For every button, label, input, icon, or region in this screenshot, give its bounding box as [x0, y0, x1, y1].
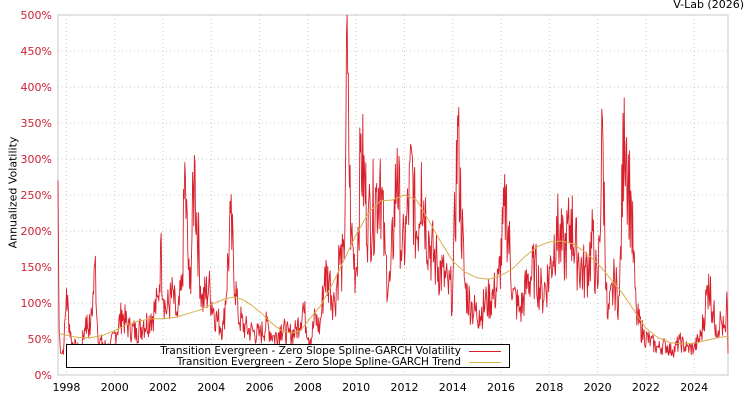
- y-tick-label: 400%: [21, 81, 52, 94]
- x-tick-label: 2024: [680, 381, 708, 394]
- trend-series-line: [57, 194, 729, 345]
- x-tick-label: 2022: [632, 381, 660, 394]
- chart-legend: Transition Evergreen - Zero Slope Spline…: [66, 344, 510, 368]
- y-tick-label: 50%: [28, 333, 52, 346]
- y-tick-label: 500%: [21, 9, 52, 22]
- x-axis-ticks: 1998 2000 2002 2004 2006 2008 2010 2012 2014 2016…: [52, 381, 708, 394]
- y-tick-label: 450%: [21, 45, 52, 58]
- y-tick-label: 300%: [21, 153, 52, 166]
- y-tick-label: 200%: [21, 225, 52, 238]
- y-tick-label: 350%: [21, 117, 52, 130]
- x-tick-label: 2004: [197, 381, 225, 394]
- x-tick-label: 2016: [487, 381, 515, 394]
- y-axis-label: Annualized Volatility: [6, 136, 20, 249]
- x-tick-label: 2006: [246, 381, 274, 394]
- legend-item-volatility: Transition Evergreen - Zero Slope Spline…: [160, 346, 501, 357]
- y-tick-label: 150%: [21, 261, 52, 274]
- x-tick-label: 2010: [342, 381, 370, 394]
- y-axis-ticks: 0% 50% 100% 150% 200% 250% 300% 350% 400% 450% 500…: [21, 9, 52, 382]
- y-tick-label: 250%: [21, 189, 52, 202]
- legend-label-trend: Transition Evergreen - Zero Slope Spline…: [176, 356, 461, 368]
- x-tick-label: 1998: [52, 381, 80, 394]
- gridlines: [58, 15, 728, 375]
- legend-item-trend: Transition Evergreen - Zero Slope Spline…: [177, 357, 501, 368]
- legend-swatch-trend: [469, 362, 501, 363]
- legend-label-volatility: Transition Evergreen - Zero Slope Spline…: [160, 345, 461, 357]
- source-credit: V-Lab (2026): [673, 0, 744, 11]
- x-tick-label: 2002: [149, 381, 177, 394]
- legend-swatch-volatility: [469, 351, 501, 352]
- x-tick-label: 2018: [535, 381, 563, 394]
- x-tick-label: 2008: [294, 381, 322, 394]
- x-tick-label: 2014: [439, 381, 467, 394]
- x-tick-label: 2020: [584, 381, 612, 394]
- x-tick-label: 2000: [101, 381, 129, 394]
- x-tick-label: 2012: [390, 381, 418, 394]
- y-tick-label: 100%: [21, 297, 52, 310]
- y-tick-label: 0%: [35, 369, 52, 382]
